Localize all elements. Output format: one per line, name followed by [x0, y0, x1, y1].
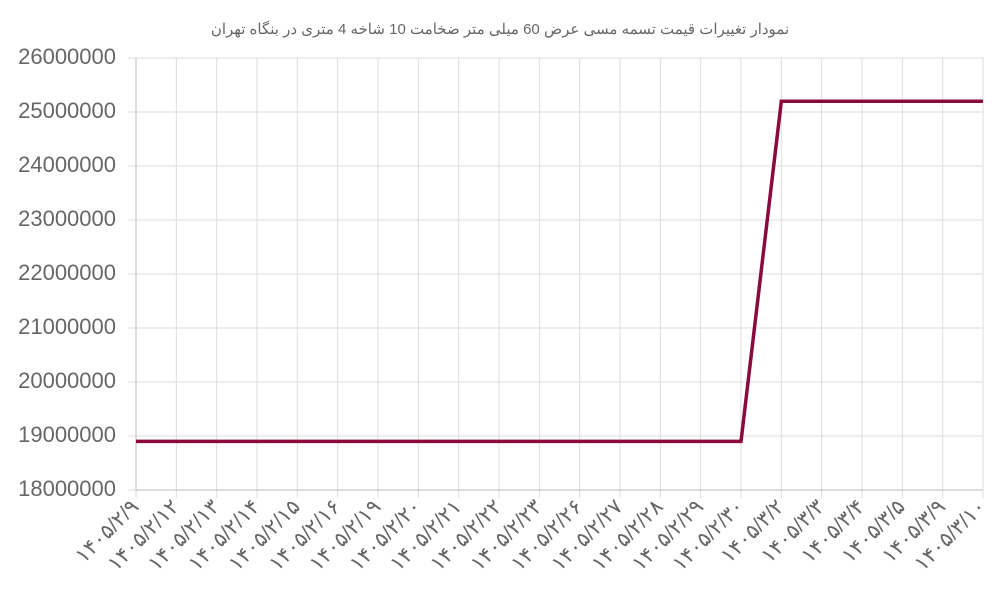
y-tick-label: 23000000	[18, 206, 116, 231]
y-tick-label: 25000000	[18, 98, 116, 123]
line	[136, 99, 983, 444]
y-tick-label: 24000000	[18, 152, 116, 177]
y-tick-label: 21000000	[18, 314, 116, 339]
chart-title: نمودار تغییرات قیمت تسمه مسی عرض 60 میلی…	[211, 20, 789, 38]
y-tick-label: 19000000	[18, 422, 116, 447]
y-tick-label: 22000000	[18, 260, 116, 285]
y-tick-label: 20000000	[18, 368, 116, 393]
y-tick-label: 18000000	[18, 476, 116, 501]
y-tick-label: 26000000	[18, 44, 116, 69]
